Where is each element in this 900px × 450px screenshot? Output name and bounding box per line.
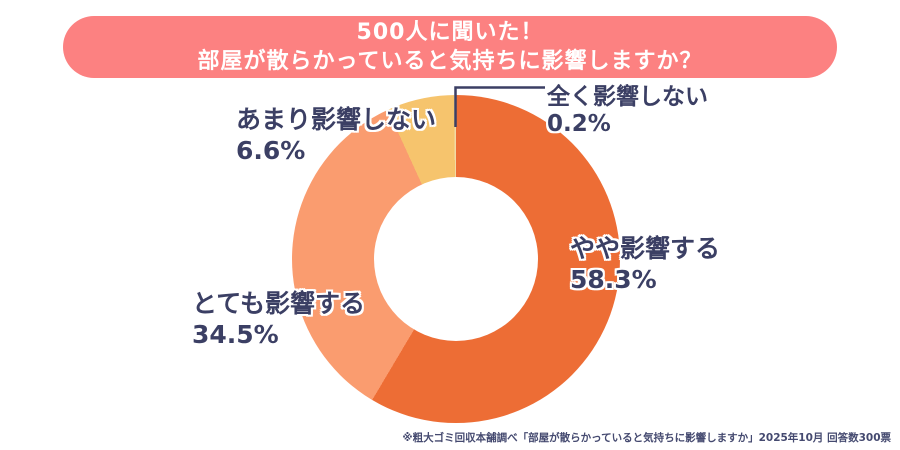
slice-name: あまり影響しない	[236, 105, 437, 134]
slice-label-amari-eikyo-shinai: あまり影響しない 6.6%	[236, 104, 436, 166]
title-line-1: 500人に聞いた！	[356, 20, 544, 45]
slice-percent: 58.3%	[570, 265, 657, 294]
slice-name: とても影響する	[192, 289, 366, 318]
title-banner: 500人に聞いた！ 部屋が散らかっていると気持ちに影響しますか？	[63, 16, 837, 78]
slice-name: やや影響する	[570, 234, 721, 263]
title-line-2: 部屋が散らかっていると気持ちに影響しますか？	[197, 49, 703, 74]
source-note: ※粗大ゴミ回収本舗調べ「部屋が散らかっていると気持ちに影響しますか」2025年1…	[402, 432, 891, 444]
slice-percent: 6.6%	[236, 136, 306, 165]
slice-name: 全く影響しない	[547, 84, 708, 110]
donut-chart	[292, 95, 620, 423]
donut-hole	[374, 177, 538, 341]
slice-percent: 0.2%	[547, 111, 611, 137]
slice-label-mattaku-eikyo-shinai: 全く影響しない 0.2%	[547, 84, 708, 138]
slice-label-yaya-eikyo: やや影響する 58.3%	[570, 233, 720, 295]
slice-label-totemo-eikyo: とても影響する 34.5%	[192, 288, 365, 350]
slice-percent: 34.5%	[192, 320, 279, 349]
